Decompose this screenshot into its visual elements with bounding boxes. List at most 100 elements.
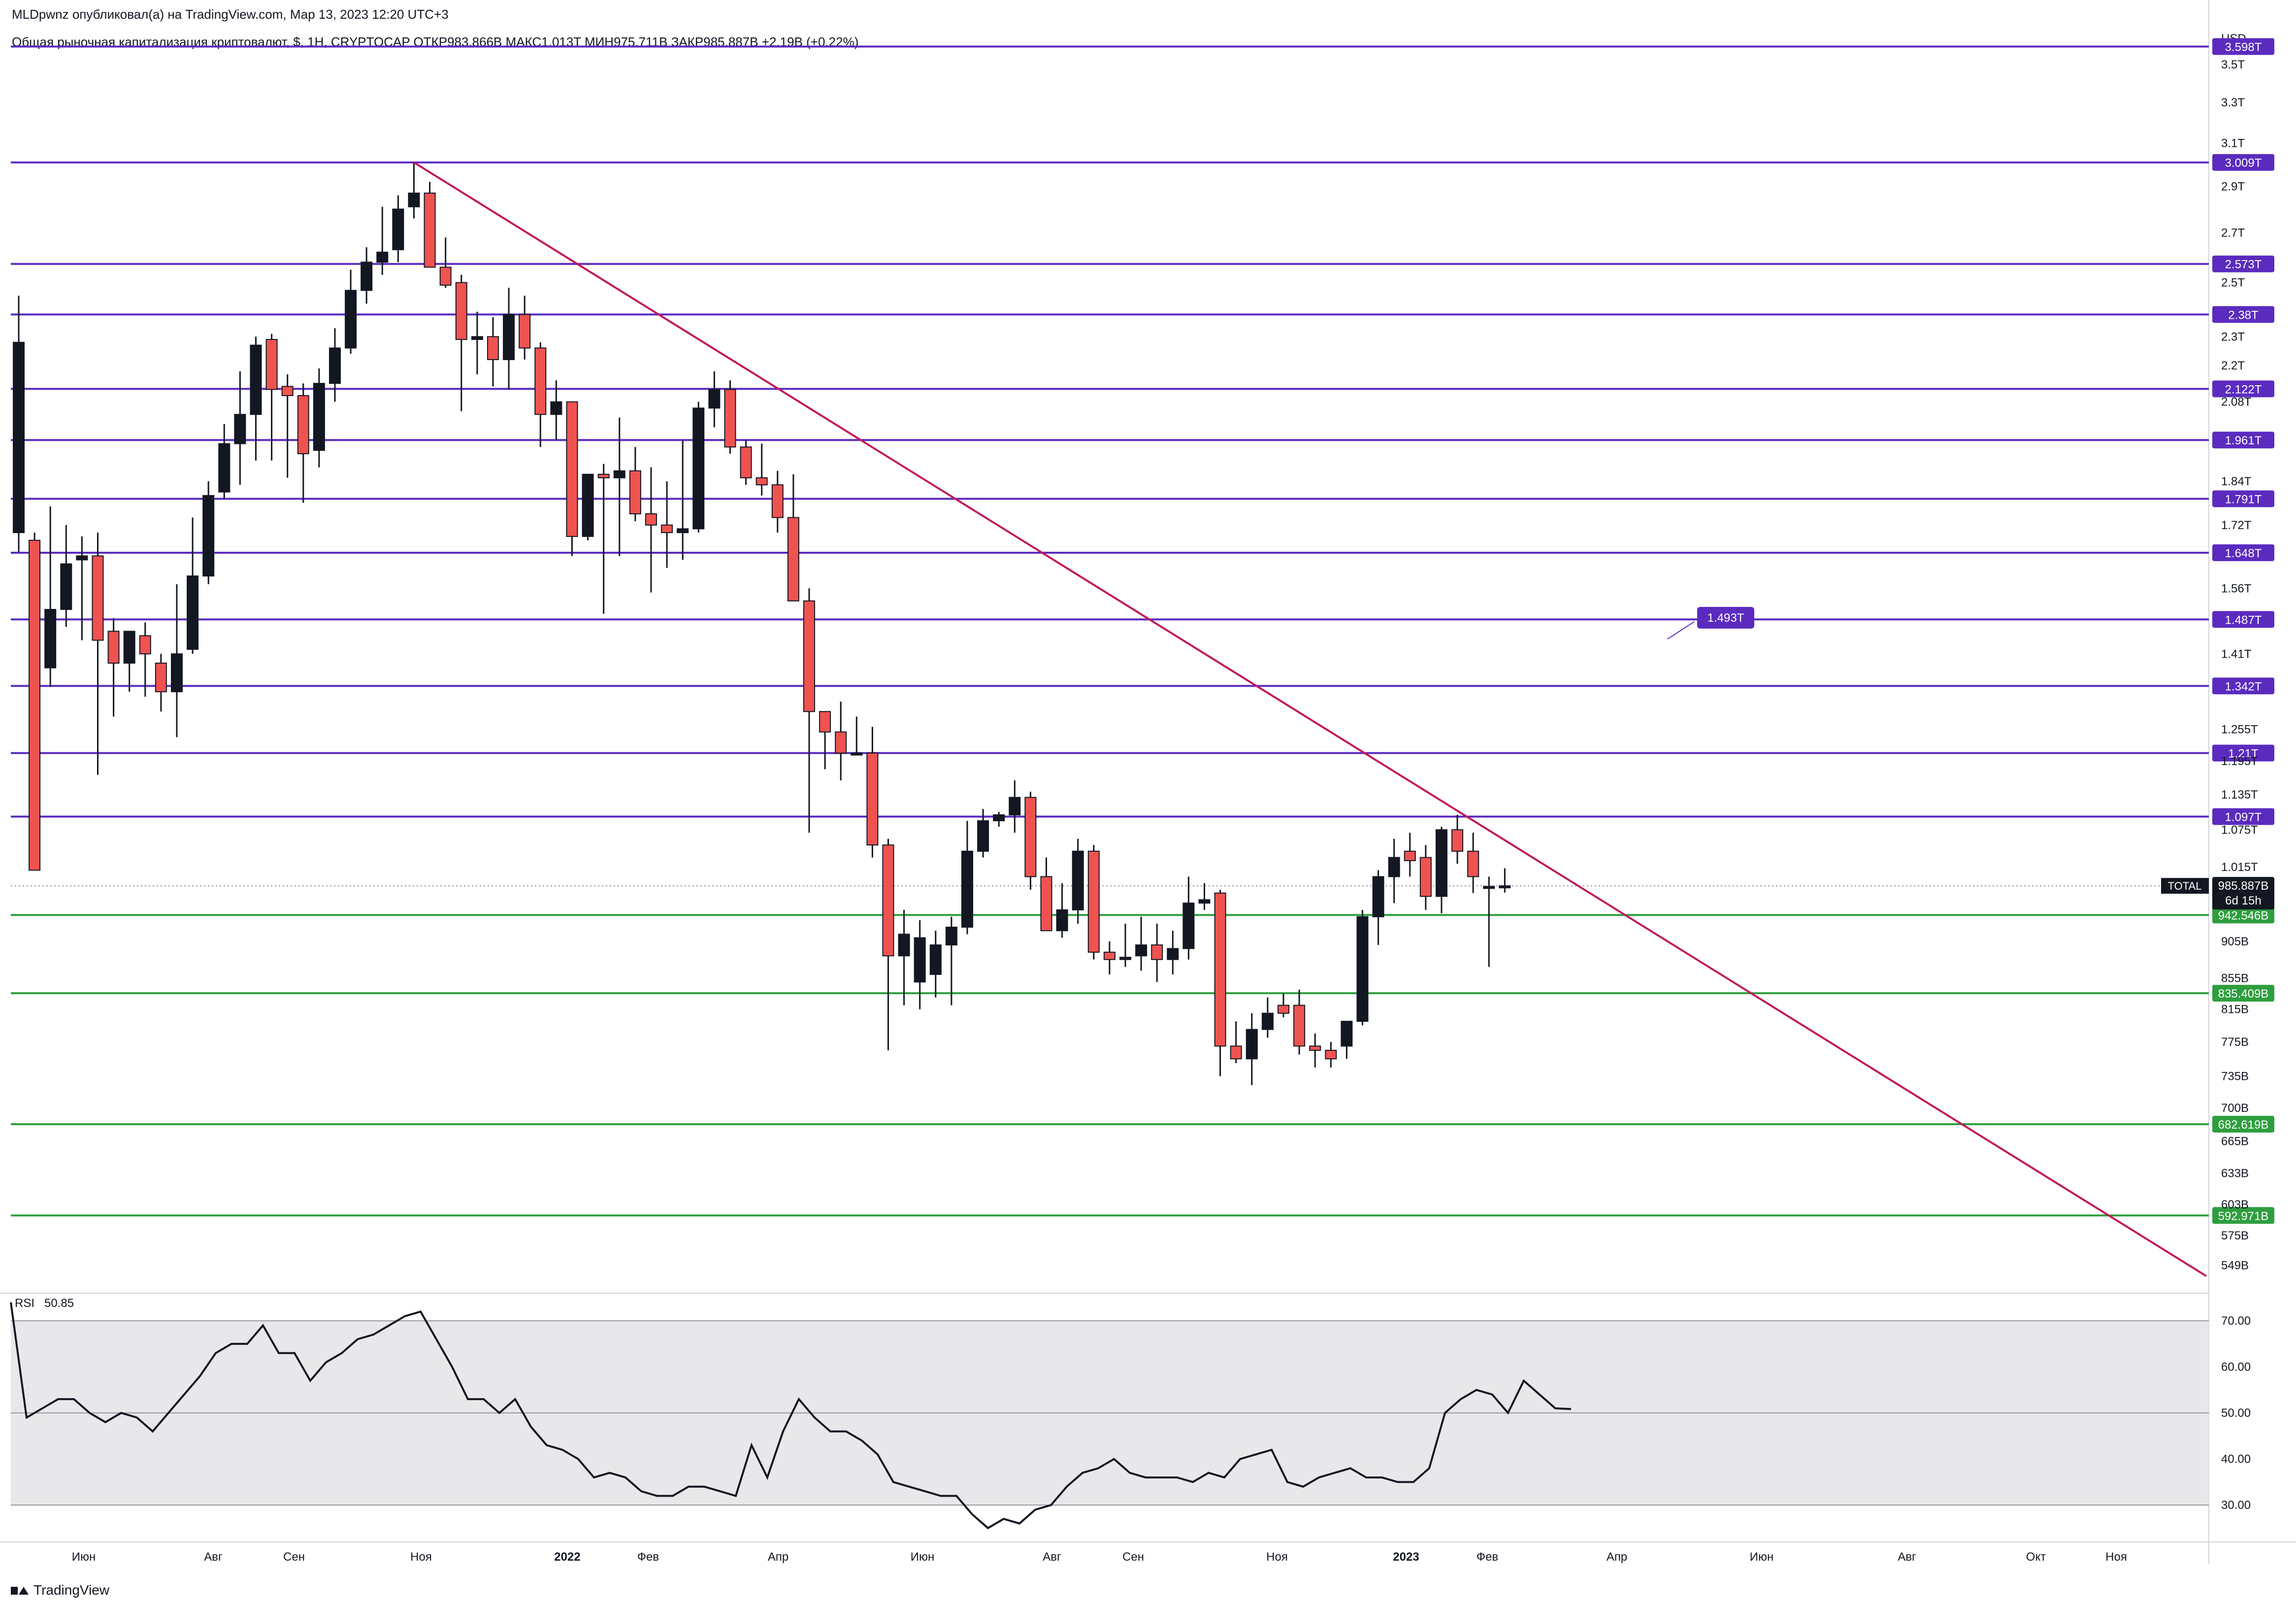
candle-body [1056,909,1068,932]
candle-body [1103,951,1115,960]
candle-body [661,524,673,534]
candle-body [439,267,452,286]
price-axis-tick-label: 1.135T [2221,788,2258,802]
price-axis-tick-label: 2.7T [2221,226,2245,239]
price-axis-tick-label: 1.015T [2221,861,2258,874]
horizontal-level-badge [2212,38,2274,55]
horizontal-level-label: 1.21T [2228,747,2259,761]
candle-body [1246,1029,1258,1060]
callout-box [1697,607,1754,629]
horizontal-level-label: 835.409B [2218,987,2269,1001]
horizontal-level-label: 682.619B [2218,1118,2269,1132]
candle-body [645,513,657,526]
candle-body [1167,948,1179,960]
candle-body [851,752,863,756]
candle-body [803,600,815,712]
candle-body [914,937,926,983]
price-axis-tick-label: 815B [2221,1003,2249,1016]
price-axis-tick-label: 735B [2221,1070,2249,1083]
price-axis-tick-label: 1.84T [2221,475,2252,488]
candle-body [550,401,562,415]
candle-body [76,555,88,561]
candle-body [171,653,183,693]
time-axis-tick-label: Ноя [410,1550,432,1564]
price-axis-tick-label: 2.3T [2221,330,2245,343]
candle-body [1309,1045,1321,1051]
horizontal-level-badge [2212,808,2274,825]
price-axis-tick-label: 700B [2221,1102,2249,1115]
time-axis-tick-label: Апр [768,1550,788,1564]
horizontal-level-badge [2212,544,2274,562]
time-axis-tick-label: 2023 [1393,1550,1419,1564]
candle-body [1135,944,1148,957]
candle-body [945,927,957,946]
candle-body [597,473,610,478]
horizontal-level-badge [2212,1207,2274,1224]
horizontal-level-label: 1.791T [2225,493,2262,506]
candle-body [455,282,467,340]
rsi-current-value: 50.85 [44,1297,74,1310]
price-axis-tick-label: 665B [2221,1135,2249,1148]
candle-body [993,814,1005,822]
candle-body [13,341,25,534]
candle-body [787,517,799,602]
candle-body [313,383,325,451]
time-axis-tick-label: 2022 [554,1550,580,1564]
candle-body [376,251,389,263]
candle-body [961,850,973,928]
candle-body [1087,850,1100,953]
price-axis-tick-label: 3.3T [2221,96,2245,109]
candle-body [471,336,483,340]
candle-body [977,820,989,852]
candle-body [1182,903,1195,949]
horizontal-level-badge [2212,255,2274,272]
candle-body [755,477,768,486]
candle-body [740,446,752,478]
candle-body [345,290,357,349]
candle-body [29,539,41,871]
candle-body [566,401,578,537]
horizontal-level-badge [2212,306,2274,323]
rsi-title: RSI [15,1297,34,1310]
horizontal-level-label: 942.546B [2218,909,2269,922]
time-axis-tick-label: Сен [283,1550,305,1564]
callout-label: 1.493T [1707,611,1744,625]
candle-body [1499,885,1511,889]
candle-body [819,711,831,733]
candle-body [1451,829,1464,852]
descending-trendline [413,162,2207,1277]
candle-body [898,934,910,957]
candle-body [771,484,784,518]
candle-body [107,631,120,664]
price-axis-tick-label: 855B [2221,972,2249,985]
time-axis-tick-label: Фев [1476,1550,1498,1564]
candle-body [187,575,199,650]
candle-body [882,844,894,957]
time-axis-tick-label: Июн [72,1550,96,1564]
price-axis-tick-label: 2.08T [2221,396,2252,409]
candle-body [1356,916,1369,1022]
time-axis-tick-label: Ноя [1266,1550,1288,1564]
price-axis-tick-label: 3.1T [2221,137,2245,150]
current-price-badge [2212,877,2274,910]
price-axis-tick-label: 1.195T [2221,755,2258,768]
candle-body [1372,876,1384,917]
time-axis-tick-label: Апр [1607,1550,1627,1564]
horizontal-level-label: 3.009T [2225,157,2262,170]
candle-body [1230,1045,1242,1060]
time-axis-tick-label: Авг [204,1550,223,1564]
price-axis-tick-label: 2.5T [2221,276,2245,290]
candle-body [724,389,736,448]
rsi-axis-tick-label: 40.00 [2221,1453,2251,1466]
candle-body [1467,850,1479,877]
price-axis-tick-label: 1.075T [2221,823,2258,836]
candle-body [835,731,847,754]
horizontal-level-badge [2212,906,2274,924]
candle-body [519,314,531,349]
price-axis-tick-label: 1.72T [2221,519,2252,532]
price-axis-tick-label: 2.9T [2221,180,2245,193]
candle-body [329,347,341,384]
price-axis-tick-label: 1.255T [2221,723,2258,736]
candle-body [1436,829,1447,897]
